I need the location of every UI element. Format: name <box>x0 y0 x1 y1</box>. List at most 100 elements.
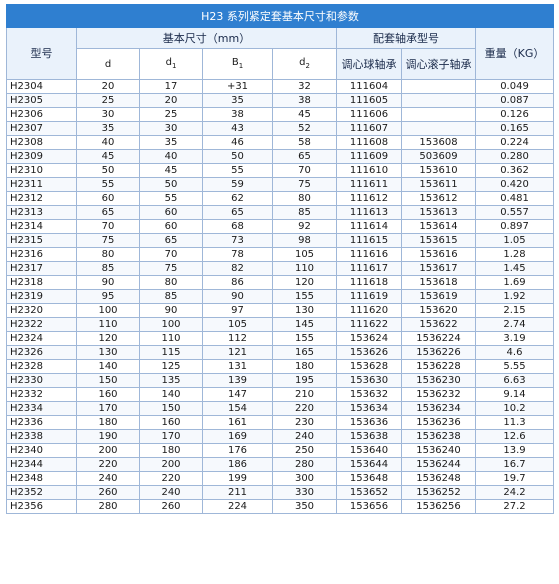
cell-model: H2314 <box>6 219 77 234</box>
cell-roller-bearing: 153619 <box>401 289 476 304</box>
cell-model: H2330 <box>6 373 77 388</box>
cell-roller-bearing <box>401 107 476 122</box>
cell-ball-bearing: 153648 <box>336 471 402 486</box>
cell-d: 80 <box>76 247 140 262</box>
cell-d1: 240 <box>139 485 203 500</box>
cell-model: H2307 <box>6 121 77 136</box>
cell-d2: 52 <box>272 121 337 136</box>
cell-roller-bearing: 153613 <box>401 205 476 220</box>
cell-ball-bearing: 111617 <box>336 261 402 276</box>
cell-model: H2328 <box>6 359 77 374</box>
cell-d: 25 <box>76 93 140 108</box>
cell-ball-bearing: 111613 <box>336 205 402 220</box>
cell-roller-bearing: 1536224 <box>401 331 476 346</box>
table-row: H2326 130 115 121 165 153626 1536226 4.6 <box>6 345 555 360</box>
cell-ball-bearing: 111604 <box>336 79 402 94</box>
cell-roller-bearing: 153615 <box>401 233 476 248</box>
cell-ball-bearing: 111606 <box>336 107 402 122</box>
cell-d1: 30 <box>139 121 203 136</box>
cell-d2: 280 <box>272 457 337 472</box>
cell-ball-bearing: 153640 <box>336 443 402 458</box>
cell-roller-bearing: 1536238 <box>401 429 476 444</box>
header-weight: 重量（KG） <box>474 27 555 80</box>
cell-model: H2324 <box>6 331 77 346</box>
cell-weight: 0.049 <box>474 79 555 94</box>
cell-d1: 115 <box>139 345 203 360</box>
cell-d2: 145 <box>272 317 337 332</box>
cell-weight: 0.087 <box>474 93 555 108</box>
cell-weight: 6.63 <box>474 373 555 388</box>
cell-d2: 105 <box>272 247 337 262</box>
cell-weight: 1.69 <box>474 275 555 290</box>
cell-weight: 12.6 <box>474 429 555 444</box>
table-row: H2312 60 55 62 80 111612 153612 0.481 <box>6 191 555 206</box>
cell-d2: 240 <box>272 429 337 444</box>
cell-b1: 121 <box>202 345 273 360</box>
cell-ball-bearing: 153656 <box>336 499 402 514</box>
cell-d1: 55 <box>139 191 203 206</box>
cell-d1: 65 <box>139 233 203 248</box>
cell-d1: 110 <box>139 331 203 346</box>
cell-d: 75 <box>76 233 140 248</box>
table-row: H2324 120 110 112 155 153624 1536224 3.19 <box>6 331 555 346</box>
cell-d1: 170 <box>139 429 203 444</box>
cell-weight: 0.165 <box>474 121 555 136</box>
cell-d2: 300 <box>272 471 337 486</box>
cell-roller-bearing: 1536234 <box>401 401 476 416</box>
cell-d2: 110 <box>272 261 337 276</box>
cell-ball-bearing: 111610 <box>336 163 402 178</box>
cell-d2: 250 <box>272 443 337 458</box>
cell-ball-bearing: 111618 <box>336 275 402 290</box>
cell-weight: 9.14 <box>474 387 555 402</box>
cell-ball-bearing: 153638 <box>336 429 402 444</box>
cell-d2: 230 <box>272 415 337 430</box>
cell-ball-bearing: 153634 <box>336 401 402 416</box>
cell-ball-bearing: 111608 <box>336 135 402 150</box>
cell-ball-bearing: 111609 <box>336 149 402 164</box>
cell-d2: 195 <box>272 373 337 388</box>
cell-d1: 220 <box>139 471 203 486</box>
cell-d: 20 <box>76 79 140 94</box>
cell-b1: 59 <box>202 177 273 192</box>
cell-d1: 17 <box>139 79 203 94</box>
cell-roller-bearing <box>401 121 476 136</box>
cell-b1: 43 <box>202 121 273 136</box>
cell-d1: 75 <box>139 261 203 276</box>
cell-d: 85 <box>76 261 140 276</box>
cell-roller-bearing: 1536230 <box>401 373 476 388</box>
cell-d: 140 <box>76 359 140 374</box>
table-row: H2308 40 35 46 58 111608 153608 0.224 <box>6 135 555 150</box>
cell-d2: 70 <box>272 163 337 178</box>
cell-weight: 3.19 <box>474 331 555 346</box>
cell-d2: 58 <box>272 135 337 150</box>
cell-model: H2319 <box>6 289 77 304</box>
cell-model: H2317 <box>6 261 77 276</box>
cell-b1: 147 <box>202 387 273 402</box>
cell-roller-bearing: 1536240 <box>401 443 476 458</box>
cell-model: H2356 <box>6 499 77 514</box>
cell-weight: 0.557 <box>474 205 555 220</box>
cell-d: 190 <box>76 429 140 444</box>
cell-model: H2312 <box>6 191 77 206</box>
table-row: H2309 45 40 50 65 111609 503609 0.280 <box>6 149 555 164</box>
cell-roller-bearing: 153611 <box>401 177 476 192</box>
cell-d1: 45 <box>139 163 203 178</box>
cell-d2: 85 <box>272 205 337 220</box>
cell-b1: 154 <box>202 401 273 416</box>
cell-b1: 211 <box>202 485 273 500</box>
cell-b1: 161 <box>202 415 273 430</box>
cell-ball-bearing: 153630 <box>336 373 402 388</box>
cell-d2: 38 <box>272 93 337 108</box>
cell-d2: 210 <box>272 387 337 402</box>
cell-ball-bearing: 111622 <box>336 317 402 332</box>
cell-roller-bearing: 503609 <box>401 149 476 164</box>
cell-d: 100 <box>76 303 140 318</box>
cell-d2: 130 <box>272 303 337 318</box>
header-d: d <box>76 48 140 80</box>
spec-table-container: H23 系列紧定套基本尺寸和参数 型号 基本尺寸（mm） 配套轴承型号 重量（K… <box>5 4 555 514</box>
cell-b1: 186 <box>202 457 273 472</box>
cell-weight: 1.05 <box>474 233 555 248</box>
cell-d: 160 <box>76 387 140 402</box>
cell-d1: 50 <box>139 177 203 192</box>
cell-b1: 139 <box>202 373 273 388</box>
